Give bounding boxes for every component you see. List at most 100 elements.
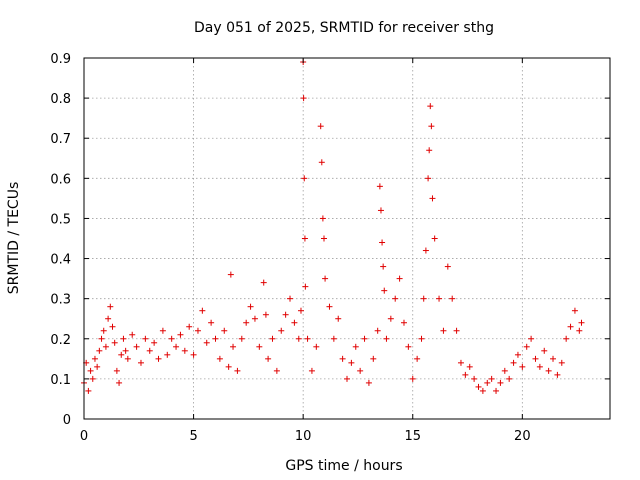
y-tick-label: 0.5 bbox=[50, 212, 71, 227]
data-point bbox=[493, 387, 500, 394]
data-point bbox=[155, 355, 162, 362]
data-point bbox=[107, 303, 114, 310]
axis-ticks bbox=[83, 57, 610, 420]
data-point bbox=[396, 275, 403, 282]
data-point bbox=[91, 355, 98, 362]
data-point bbox=[96, 347, 103, 354]
data-point bbox=[392, 295, 399, 302]
data-point bbox=[181, 347, 188, 354]
data-point bbox=[186, 323, 193, 330]
data-point bbox=[541, 347, 548, 354]
data-point bbox=[335, 315, 342, 322]
data-point bbox=[383, 335, 390, 342]
x-tick-label: 0 bbox=[80, 429, 88, 444]
data-point bbox=[319, 215, 326, 222]
x-tick-label: 10 bbox=[295, 429, 312, 444]
data-point bbox=[129, 331, 136, 338]
data-point bbox=[344, 375, 350, 382]
data-point bbox=[414, 355, 421, 362]
data-point bbox=[426, 147, 433, 154]
chart-title: Day 051 of 2025, SRMTID for receiver sth… bbox=[194, 20, 494, 36]
data-point bbox=[330, 335, 337, 342]
data-point bbox=[105, 315, 112, 322]
data-point bbox=[400, 319, 407, 326]
data-point bbox=[190, 351, 197, 358]
data-point bbox=[102, 343, 109, 350]
y-tick-label: 0.6 bbox=[50, 172, 71, 187]
data-point bbox=[262, 311, 269, 318]
data-point bbox=[348, 359, 355, 366]
data-point bbox=[484, 379, 491, 386]
data-point bbox=[151, 339, 158, 346]
data-point bbox=[194, 327, 201, 334]
data-point bbox=[370, 355, 377, 362]
data-points bbox=[81, 59, 585, 394]
data-point bbox=[352, 343, 359, 350]
data-point bbox=[444, 263, 451, 270]
data-point bbox=[247, 303, 254, 310]
data-point bbox=[269, 335, 276, 342]
data-point bbox=[420, 295, 427, 302]
y-tick-label: 0.2 bbox=[50, 333, 71, 348]
data-point bbox=[243, 319, 250, 326]
data-point bbox=[302, 283, 309, 290]
data-point bbox=[260, 279, 267, 286]
data-point bbox=[514, 351, 521, 358]
data-point bbox=[563, 335, 570, 342]
data-point bbox=[365, 379, 372, 386]
data-point bbox=[85, 387, 92, 394]
data-point bbox=[436, 295, 443, 302]
data-point bbox=[177, 331, 184, 338]
data-point bbox=[159, 327, 166, 334]
data-point bbox=[488, 375, 495, 382]
data-point bbox=[462, 371, 469, 378]
data-point bbox=[536, 363, 543, 370]
data-point bbox=[227, 271, 234, 278]
data-point bbox=[418, 335, 425, 342]
data-point bbox=[221, 327, 228, 334]
data-point bbox=[558, 359, 565, 366]
x-tick-labels: 0 5 10 15 20 bbox=[80, 429, 531, 444]
data-point bbox=[429, 195, 436, 202]
x-tick-label: 20 bbox=[514, 429, 531, 444]
data-point bbox=[225, 363, 232, 370]
data-point bbox=[510, 359, 517, 366]
data-point bbox=[89, 375, 96, 382]
grid-lines bbox=[84, 58, 610, 419]
data-point bbox=[379, 239, 386, 246]
data-point bbox=[471, 375, 478, 382]
data-point bbox=[282, 311, 289, 318]
data-point bbox=[374, 327, 381, 334]
data-point bbox=[120, 335, 127, 342]
data-point bbox=[501, 367, 508, 374]
data-point bbox=[124, 355, 131, 362]
data-point bbox=[291, 319, 298, 326]
data-point bbox=[523, 343, 530, 350]
data-point bbox=[164, 351, 171, 358]
data-point bbox=[122, 347, 129, 354]
data-point bbox=[278, 327, 285, 334]
data-point bbox=[133, 343, 140, 350]
y-tick-label: 0.3 bbox=[50, 293, 71, 308]
y-tick-labels: 0 0.1 0.2 0.3 0.4 0.5 0.6 0.7 0.8 0.9 bbox=[50, 52, 71, 428]
data-point bbox=[199, 307, 206, 314]
data-point bbox=[301, 235, 308, 242]
data-point bbox=[100, 327, 107, 334]
data-point bbox=[387, 315, 394, 322]
data-point bbox=[98, 335, 105, 342]
data-point bbox=[578, 319, 585, 326]
data-point bbox=[554, 371, 561, 378]
data-point bbox=[297, 307, 304, 314]
x-tick-label: 15 bbox=[404, 429, 421, 444]
data-point bbox=[405, 343, 412, 350]
data-point bbox=[87, 367, 94, 374]
data-point bbox=[116, 379, 123, 386]
data-point bbox=[422, 247, 429, 254]
y-tick-label: 0.8 bbox=[50, 92, 71, 107]
data-point bbox=[142, 335, 149, 342]
data-point bbox=[238, 335, 245, 342]
y-tick-label: 0.1 bbox=[50, 373, 71, 388]
data-point bbox=[449, 295, 456, 302]
data-point bbox=[256, 343, 263, 350]
data-point bbox=[457, 359, 464, 366]
